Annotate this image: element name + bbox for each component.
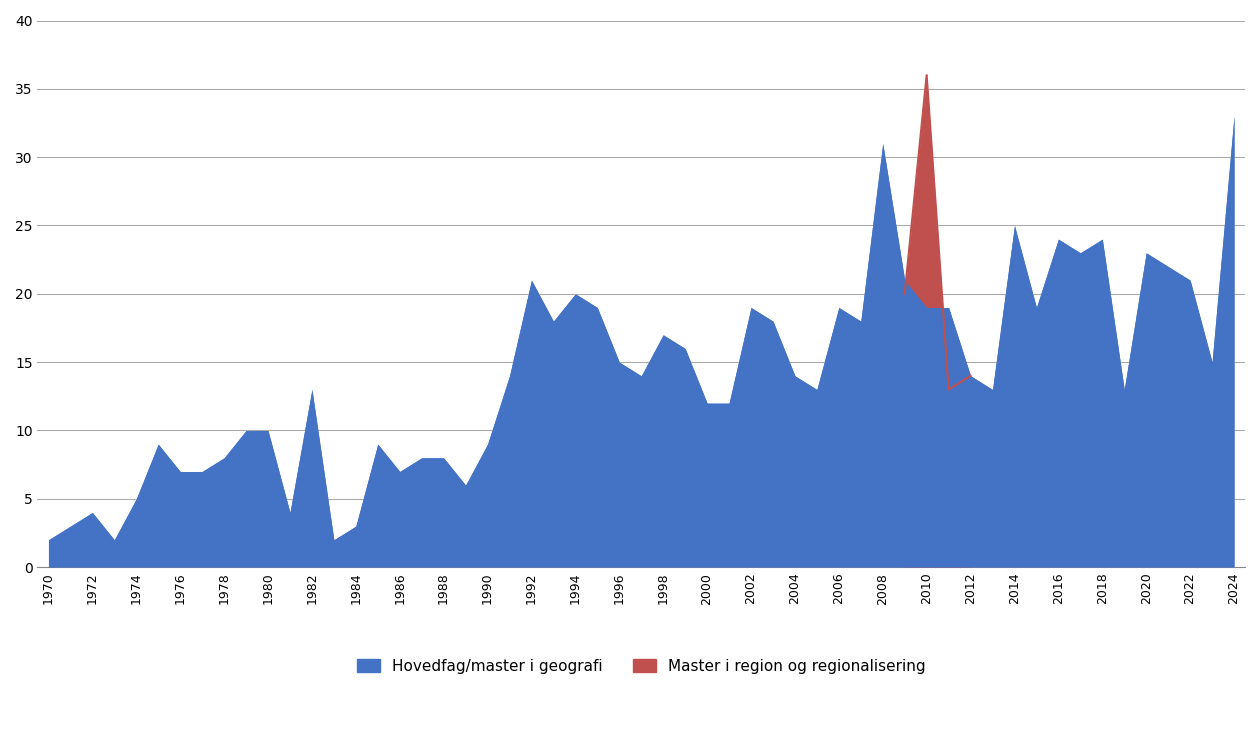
Legend: Hovedfag/master i geografi, Master i region og regionalisering: Hovedfag/master i geografi, Master i reg… bbox=[350, 653, 932, 680]
